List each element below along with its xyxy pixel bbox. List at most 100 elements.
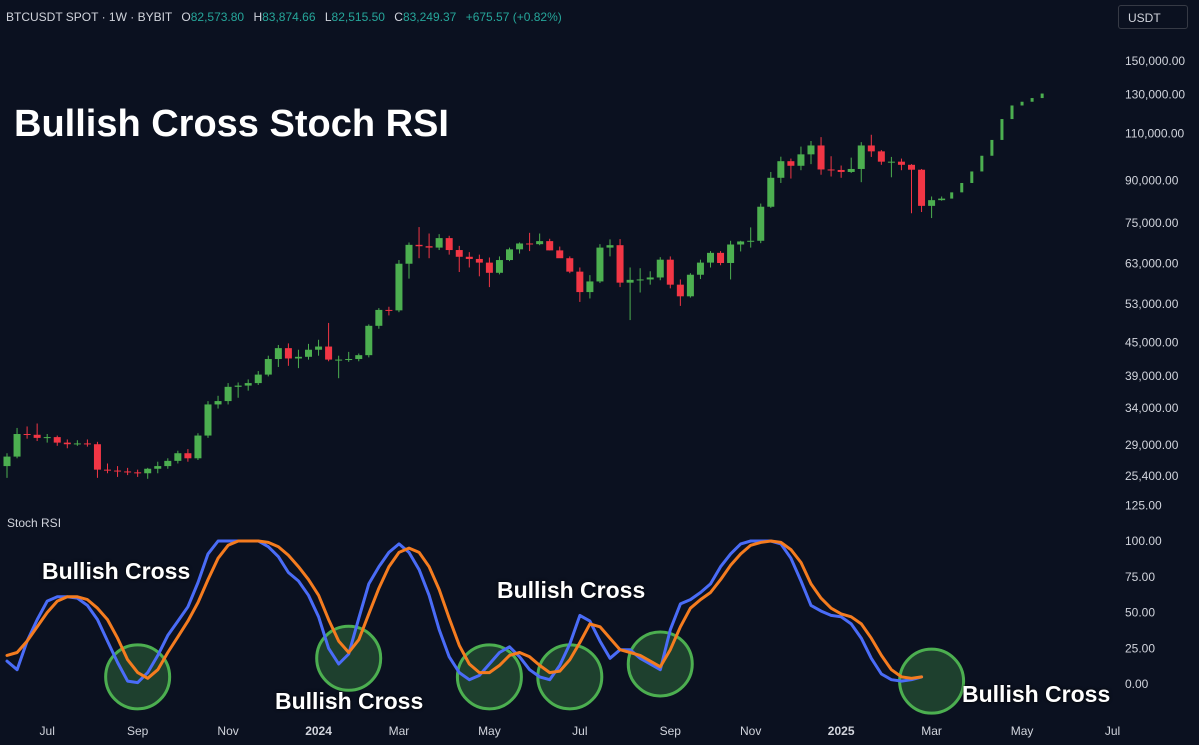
candle — [495, 256, 503, 275]
candle-body — [536, 241, 544, 245]
candle — [737, 240, 745, 252]
low-value: 82,515.50 — [331, 10, 385, 24]
candle — [465, 252, 473, 268]
candle-body — [184, 453, 192, 459]
candle-body — [445, 238, 453, 251]
stoch-rsi-axis: 125.00 100.00 75.00 50.00 25.00 0.00 — [1125, 498, 1162, 691]
candle — [274, 344, 282, 367]
candle — [546, 238, 554, 251]
candle-body — [455, 250, 463, 257]
stoch-rsi-d-line — [5, 539, 924, 680]
candle-body — [73, 443, 81, 445]
projection-candle — [970, 171, 974, 183]
candle — [696, 259, 704, 280]
candle — [325, 322, 333, 362]
candle-body — [646, 277, 654, 280]
candle-body — [274, 348, 282, 360]
symbol-name: BTCUSDT SPOT · 1W · BYBIT — [6, 10, 173, 24]
candle — [847, 157, 855, 173]
candle — [385, 306, 393, 316]
bullish-cross-circle — [315, 624, 383, 692]
projection-candle — [1000, 119, 1004, 140]
candle-body — [727, 244, 735, 263]
rsi-tick-label: 25.00 — [1125, 641, 1155, 655]
candle — [616, 239, 624, 288]
projection-candle — [950, 192, 954, 199]
candle-body — [325, 346, 333, 360]
candle — [23, 426, 31, 439]
candle — [887, 156, 895, 178]
bullish-cross-label: Bullish Cross — [962, 681, 1111, 707]
price-tick-label: 29,000.00 — [1125, 438, 1179, 452]
rsi-tick-label: 0.00 — [1125, 677, 1149, 691]
candle-body — [355, 355, 363, 360]
rsi-tick-label: 75.00 — [1125, 570, 1155, 584]
candle — [355, 353, 363, 362]
candle — [455, 245, 463, 273]
candle — [817, 137, 825, 175]
candle — [526, 232, 534, 252]
candle-body — [43, 437, 51, 439]
candle-body — [385, 309, 393, 311]
candle — [244, 379, 252, 391]
candle — [797, 146, 805, 171]
high-label: H — [253, 10, 263, 24]
candle-body — [3, 456, 11, 467]
candle-body — [475, 258, 483, 263]
candle-body — [124, 471, 132, 473]
candle-body — [264, 359, 272, 375]
bullish-cross-label: Bullish Cross — [275, 688, 424, 714]
candle — [938, 196, 946, 201]
candle-body — [465, 256, 473, 259]
candle-body — [596, 247, 604, 282]
candle — [877, 149, 885, 165]
time-tick-label: Sep — [127, 724, 149, 738]
candle-body — [566, 258, 574, 272]
candle — [405, 242, 413, 279]
candle — [73, 440, 81, 446]
candle-body — [305, 349, 312, 357]
price-tick-label: 75,000.00 — [1125, 216, 1179, 230]
time-tick-label: Mar — [389, 724, 410, 738]
candle — [897, 158, 905, 171]
projection-candle — [1030, 98, 1034, 102]
currency-button[interactable]: USDT — [1118, 5, 1188, 29]
candle — [686, 273, 694, 298]
symbol-info-bar: BTCUSDT SPOT · 1W · BYBIT O82,573.80 H83… — [6, 10, 562, 24]
candle — [294, 349, 302, 369]
candle-body — [938, 198, 946, 201]
candle-body — [234, 385, 242, 387]
candle — [506, 247, 513, 262]
candle-body — [345, 359, 353, 361]
candle — [707, 251, 714, 268]
candle-body — [365, 325, 373, 356]
candle — [727, 240, 735, 280]
time-tick-label: Sep — [660, 724, 682, 738]
change-value: +675.57 (+0.82%) — [465, 10, 562, 24]
candle-body — [254, 374, 262, 384]
candle — [586, 275, 594, 299]
candle-body — [104, 469, 111, 471]
candle — [918, 168, 926, 213]
candle-body — [375, 309, 383, 326]
candle — [536, 233, 544, 246]
candle-body — [33, 434, 41, 438]
time-tick-label: Nov — [217, 724, 238, 738]
candle — [224, 383, 232, 405]
time-tick-label: Jul — [40, 724, 55, 738]
candle — [606, 239, 614, 257]
candle-body — [395, 263, 403, 311]
candle — [174, 450, 182, 464]
projection-candle — [990, 139, 994, 156]
candle — [43, 434, 51, 443]
candle — [194, 433, 202, 461]
open-label: O — [181, 10, 191, 24]
candle-body — [415, 244, 423, 247]
candle-body — [425, 246, 433, 248]
candle — [787, 158, 795, 179]
rsi-tick-label: 50.00 — [1125, 606, 1155, 620]
candle-body — [686, 274, 694, 297]
candle — [345, 351, 353, 362]
candle-body — [556, 250, 564, 259]
